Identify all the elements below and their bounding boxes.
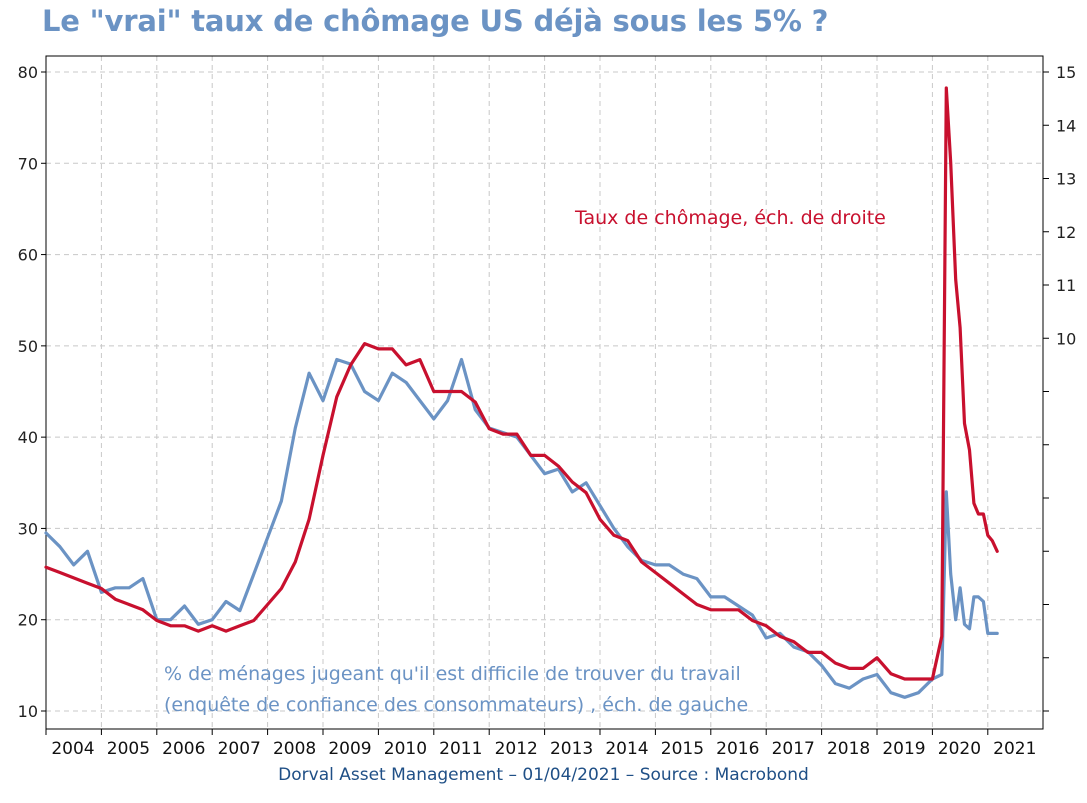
jobs-hard-to-get-line: [44, 357, 999, 699]
left-tick-label: 40: [18, 428, 38, 447]
left-tick-label: 70: [18, 154, 38, 173]
x-tick-label: 2013: [550, 739, 593, 759]
left-tick-label: 10: [18, 702, 38, 721]
x-tick-label: 2010: [384, 739, 427, 759]
left-tick-label: 60: [18, 246, 38, 265]
left-tick-label: 30: [18, 519, 38, 538]
x-tick-label: 2008: [273, 739, 316, 759]
x-tick-label: 2006: [162, 739, 205, 759]
x-tick-label: 2004: [51, 739, 94, 759]
unemployment-rate-line: [44, 86, 999, 681]
right-tick-label: 11: [1056, 276, 1076, 295]
series-lines: [44, 86, 999, 699]
x-tick-label: 2021: [993, 739, 1036, 759]
x-tick-label: 2011: [439, 739, 482, 759]
blue-series-label-line2: (enquête de confiance des consommateurs)…: [164, 694, 748, 716]
x-tick-label: 2015: [661, 739, 704, 759]
x-tick-label: 2020: [938, 739, 981, 759]
left-tick-label: 50: [18, 337, 38, 356]
x-tick-label: 2017: [772, 739, 815, 759]
left-tick-label: 80: [18, 63, 38, 82]
left-axis: 10 20 30 40 50 60 70 80: [18, 63, 46, 721]
red-series-label: Taux de chômage, éch. de droite: [574, 207, 886, 229]
right-tick-label: 15: [1056, 63, 1076, 82]
x-tick-label: 2009: [328, 739, 371, 759]
x-tick-label: 2019: [882, 739, 925, 759]
x-tick-label: 2014: [605, 739, 648, 759]
right-tick-label: 10: [1056, 329, 1076, 348]
blue-series-label-line1: % de ménages jugeant qu'il est difficile…: [164, 663, 741, 685]
right-tick-label: 13: [1056, 170, 1076, 189]
x-tick-label: 2007: [218, 739, 261, 759]
x-tick-label: 2018: [827, 739, 870, 759]
x-tick-label: 2005: [107, 739, 150, 759]
grid: [46, 56, 1043, 729]
right-tick-label: 12: [1056, 223, 1076, 242]
x-tick-label: 2016: [716, 739, 759, 759]
chart-title: Le "vrai" taux de chômage US déjà sous l…: [42, 4, 829, 38]
source-footer: Dorval Asset Management – 01/04/2021 – S…: [278, 765, 809, 785]
x-axis: 2004 2005 2006 2007 2008 2009 2010 2011 2012 2013…: [45, 729, 1036, 759]
left-tick-label: 20: [18, 611, 38, 630]
right-tick-label: 14: [1056, 116, 1076, 135]
right-axis: 10 11 12 13 14 15: [1043, 63, 1076, 712]
x-tick-label: 2012: [495, 739, 538, 759]
